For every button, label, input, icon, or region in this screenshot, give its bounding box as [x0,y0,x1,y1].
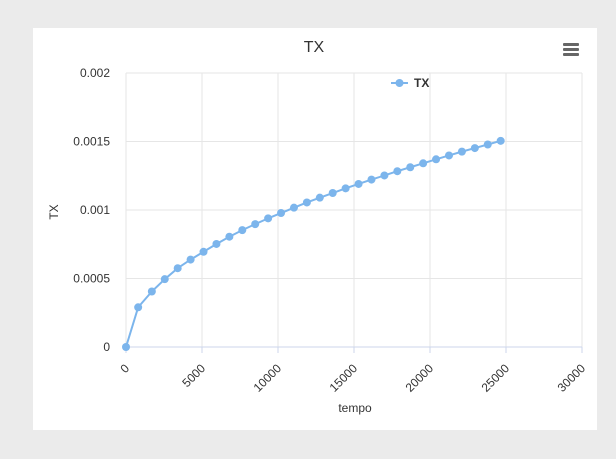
data-point [470,144,479,153]
data-point [251,220,260,229]
data-point [393,167,402,176]
data-point [225,232,234,241]
data-point [419,159,428,168]
data-point [432,155,441,164]
data-point [380,171,389,180]
data-point [122,343,130,351]
data-point [341,184,350,193]
data-point [264,214,273,223]
y-tick-label: 0.002 [80,66,110,80]
x-axis-title: tempo [338,401,372,415]
y-tick-label: 0.0015 [73,135,110,149]
y-tick-label: 0 [103,340,110,354]
x-tick-label: 25000 [479,361,513,395]
chart-title: TX [304,39,325,56]
data-point [147,287,156,296]
chart-card [33,28,597,430]
data-point [186,255,195,264]
series-tx [122,136,505,351]
data-point [212,239,221,248]
x-tick-label: 20000 [403,361,437,395]
y-tick-labels: 0 0.0005 0.001 0.0015 0.002 [73,66,110,354]
menu-bar [563,48,579,51]
legend-marker [395,79,404,87]
series-line [125,139,501,348]
data-point [354,179,363,188]
x-tick-label: 5000 [179,361,208,390]
data-point [367,175,376,184]
x-tick-label: 15000 [327,361,361,395]
data-point [328,189,337,198]
data-point [238,226,247,235]
data-point [302,198,311,207]
y-tick-label: 0.001 [80,203,110,217]
data-point [199,247,208,256]
menu-bar [563,43,579,46]
axes [125,346,583,353]
data-point [406,163,415,172]
data-point [160,275,169,284]
data-point [173,264,182,273]
data-point [289,203,298,212]
data-point [457,147,466,156]
data-point [315,193,324,202]
y-axis-title: TX [47,204,61,219]
x-tick-label: 10000 [251,361,285,395]
data-point [134,303,143,312]
legend-label: TX [414,76,429,90]
hamburger-menu-icon[interactable] [560,41,582,59]
y-tick-label: 0.0005 [73,272,110,286]
x-tick-label: 0 [117,361,132,376]
menu-bar [563,53,579,56]
legend[interactable]: TX [391,76,429,90]
data-point [445,151,453,160]
data-point [277,209,286,218]
grid-lines [125,72,583,348]
x-tick-label: 30000 [555,361,589,395]
x-tick-labels: 0 5000 10000 15000 20000 25000 30000 [117,361,588,395]
data-point [483,140,492,149]
data-point [496,136,505,145]
